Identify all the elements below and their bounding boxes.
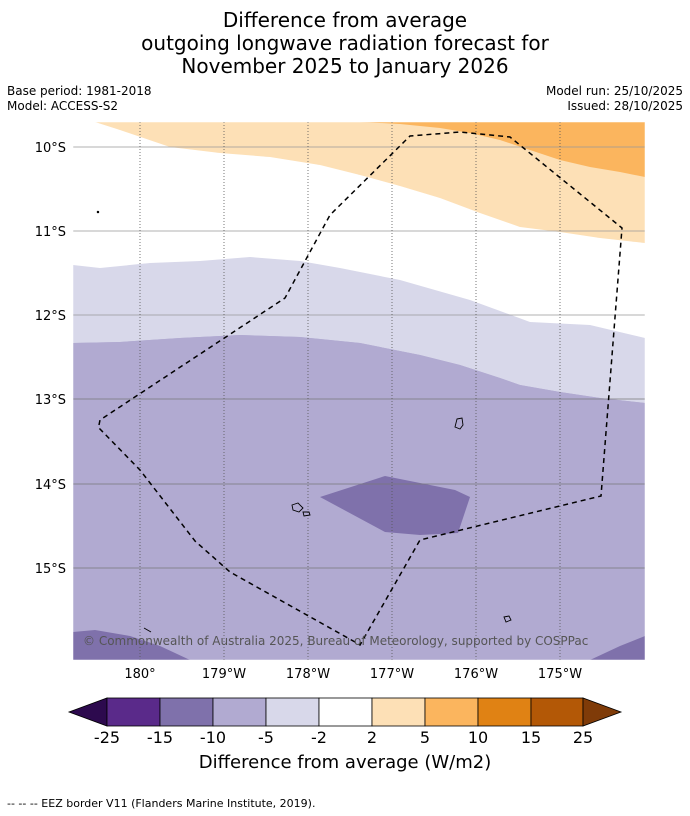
island-northwest [96,210,100,214]
colorbar-tick: -25 [93,728,121,747]
lat-label: 11°S [35,225,66,240]
colorbar-title: Difference from average (W/m2) [198,752,492,773]
lat-labels: 10°S 11°S 12°S 13°S 14°S 15°S [35,141,66,577]
anomaly-band-5-10 [360,122,645,177]
colorbar-tick: 25 [572,728,594,747]
lon-label: 176°W [454,667,498,682]
gridlines [73,122,645,660]
issued-date: Issued: 28/10/2025 [567,99,683,113]
map-plot-area [73,122,645,660]
lon-label: 175°W [538,667,582,682]
lon-label: 177°W [370,667,414,682]
island-southwest [143,627,152,633]
lat-label: 10°S [35,141,66,156]
lon-labels: 180° 179°W 178°W 177°W 176°W 175°W [124,667,582,682]
anomaly-patch-minus15-minus10 [320,476,470,535]
colorbar-tick: 15 [520,728,542,747]
colorbar-bin [106,697,161,727]
lon-label: 179°W [202,667,246,682]
lat-label: 15°S [35,562,66,577]
colorbar-extend-low [67,697,108,727]
model-run: Model run: 25/10/2025 [545,84,683,98]
title-line-1: Difference from average [222,8,468,32]
colorbar-tick: -2 [311,728,327,747]
lat-label: 14°S [35,478,66,493]
base-period: Base period: 1981-2018 [7,84,152,98]
colorbar [67,697,623,727]
title-line-2: outgoing longwave radiation forecast for [141,31,549,55]
island-south [503,615,512,623]
lat-label: 13°S [35,393,66,408]
colorbar-tick: 10 [467,728,489,747]
island-center-a [291,502,304,513]
plot-frame [72,121,646,661]
colorbar-tick: -5 [258,728,274,747]
copyright-text: © Commonwealth of Australia 2025, Bureau… [83,634,588,648]
meta-left: Base period: 1981-2018 Model: ACCESS-S2 [7,84,152,114]
colorbar-bin [477,697,532,727]
colorbar-bin [159,697,214,727]
meta-right: Model run: 25/10/2025 Issued: 28/10/2025 [546,84,683,114]
colorbar-bin [265,697,320,727]
colorbar-bin [318,697,373,727]
island-center-b [302,511,311,517]
colorbar-extend-high [582,697,623,727]
anomaly-patch-bottom-left [73,630,190,660]
colorbar-bin [530,697,584,727]
anomaly-patch-bottom-right [590,636,645,660]
island-east [454,417,464,430]
colorbar-bin [371,697,426,727]
title-line-3: November 2025 to January 2026 [181,54,509,78]
colorbar-tick: -15 [146,728,174,747]
model-name: Model: ACCESS-S2 [7,99,119,113]
lon-label: 178°W [286,667,330,682]
anomaly-band-2-5 [95,122,645,243]
lon-label: 180° [124,667,155,682]
lat-label: 12°S [35,309,66,324]
colorbar-bin [424,697,479,727]
eez-border [98,131,623,647]
islands [96,210,512,633]
colorbar-tick: -10 [199,728,227,747]
footer-eez-note: -- -- -- EEZ border V11 (Flanders Marine… [7,797,316,810]
colorbar-tick: 5 [419,728,431,747]
colorbar-tick: 2 [366,728,378,747]
colorbar-bin [212,697,267,727]
